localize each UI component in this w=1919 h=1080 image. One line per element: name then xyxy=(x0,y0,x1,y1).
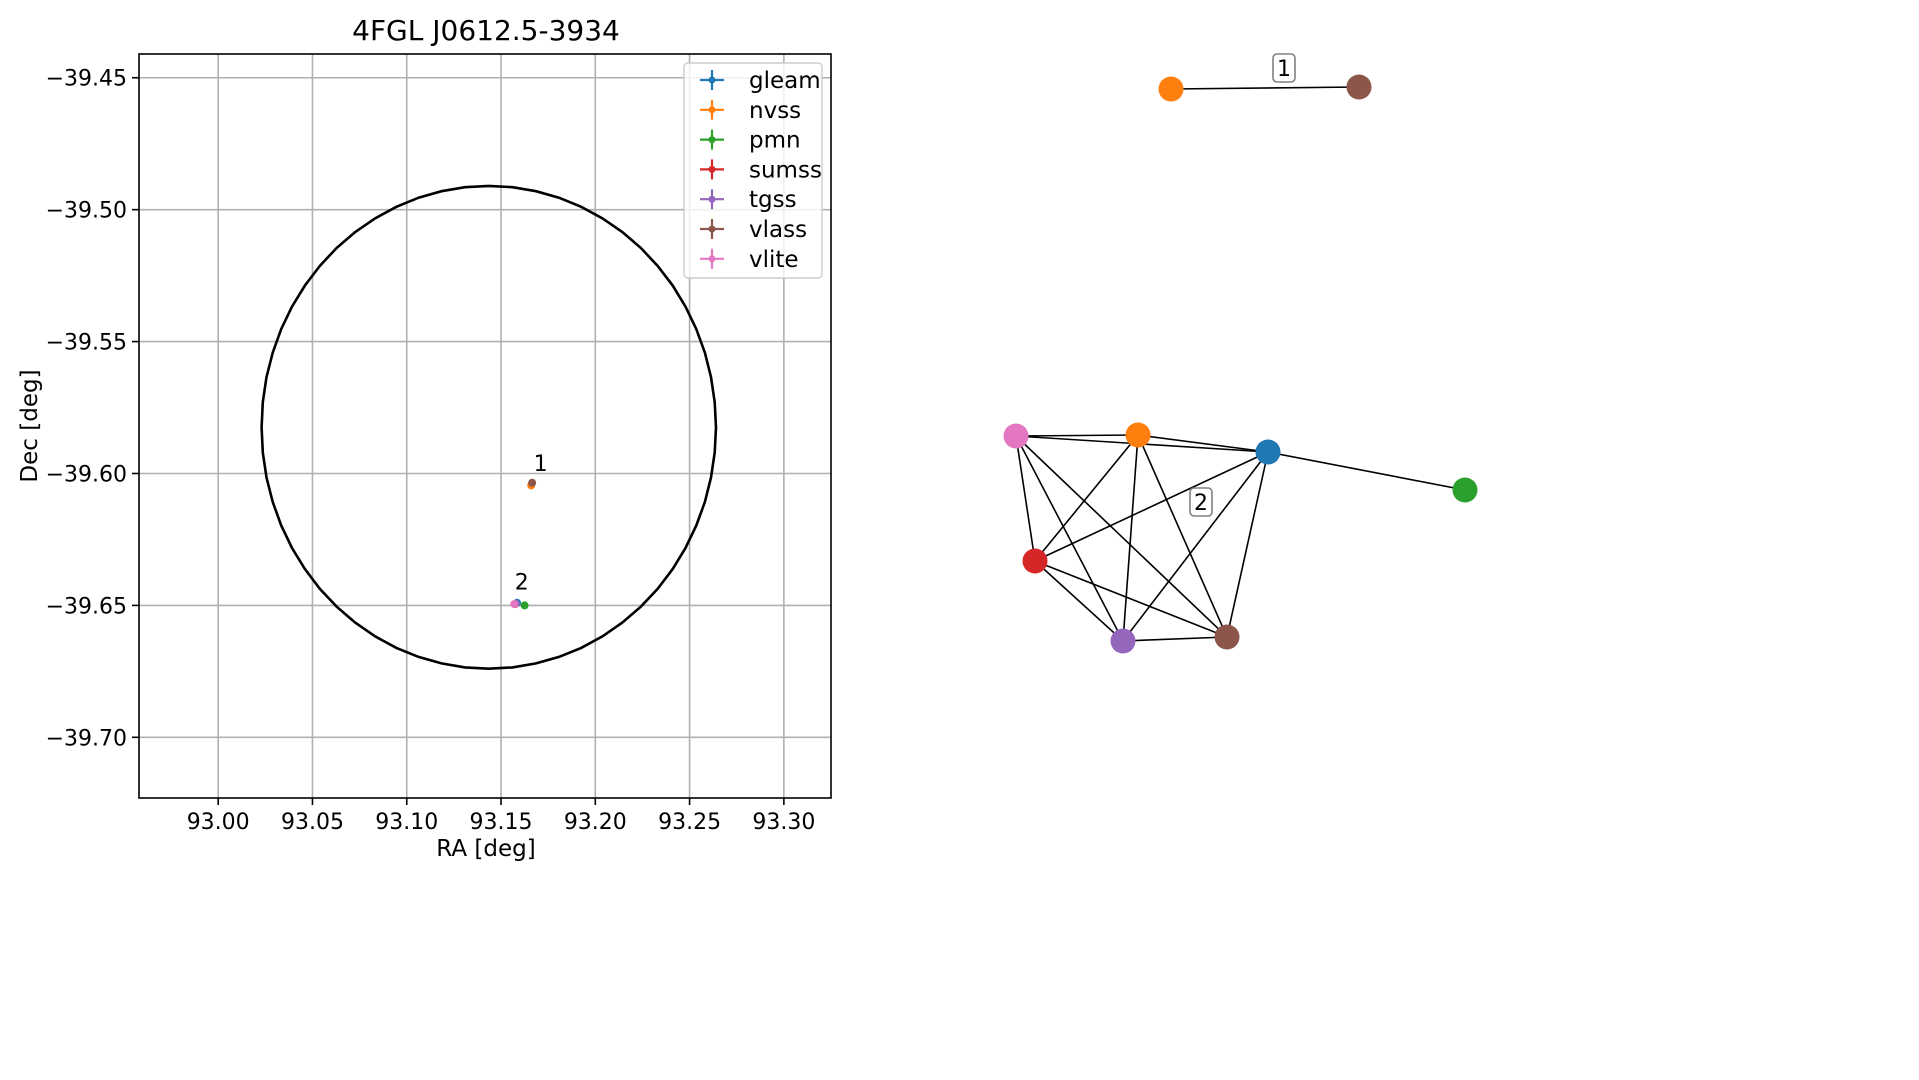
legend-label: pmn xyxy=(749,128,801,154)
legend-label: vlite xyxy=(749,247,799,273)
legend-entry-nvss: nvss xyxy=(700,98,801,124)
graph-edge xyxy=(1034,560,1228,638)
legend-entry-vlass: vlass xyxy=(700,217,807,243)
graph-node-pmn xyxy=(1452,477,1478,503)
data-points xyxy=(510,478,537,610)
association-graph: 12 xyxy=(1003,53,1478,654)
graph-edge xyxy=(1034,560,1124,642)
y-axis-label: Dec [deg] xyxy=(17,369,43,482)
graph-edge xyxy=(1015,435,1036,562)
graph-edge xyxy=(1137,434,1269,453)
legend-marker-dot xyxy=(708,255,716,263)
legend-marker-dot xyxy=(708,195,716,203)
legend-entry-gleam: gleam xyxy=(700,68,821,94)
legend-marker-dot xyxy=(708,136,716,144)
graph-edge xyxy=(1137,434,1228,638)
legend: gleam nvss pmn sumss tgss vlass vlite xyxy=(683,62,823,279)
legend-entry-vlite: vlite xyxy=(700,247,799,273)
graph-node-vlass xyxy=(1346,74,1372,100)
graph-edge xyxy=(1122,451,1269,642)
legend-marker-dot xyxy=(708,165,716,173)
y-tick-label: −39.60 xyxy=(46,462,127,487)
legend-label: nvss xyxy=(749,98,801,124)
annotations: 12 xyxy=(515,452,548,596)
graph-labels: 12 xyxy=(1189,53,1296,517)
graph-node-nvss xyxy=(1125,422,1151,448)
graph-node-nvss xyxy=(1158,76,1184,102)
axes-frame xyxy=(138,53,832,799)
graph-label-box xyxy=(1189,487,1213,517)
graph-label-text: 2 xyxy=(1194,491,1208,516)
legend-marker-dot xyxy=(708,76,716,84)
y-tick-label: −39.45 xyxy=(46,67,127,92)
y-tick-label: −39.55 xyxy=(46,331,127,356)
chart-title: 4FGL J0612.5-3934 xyxy=(352,14,620,47)
graph-label-box xyxy=(1272,53,1296,83)
graph-edge xyxy=(1267,451,1466,491)
graph-group-label: 2 xyxy=(1189,487,1213,517)
legend-label: vlass xyxy=(749,217,807,243)
graph-edge xyxy=(1122,636,1228,642)
legend-marker-dot xyxy=(708,106,716,114)
point-pmn xyxy=(520,601,529,610)
point-vlass xyxy=(528,478,537,487)
legend-label: gleam xyxy=(749,68,821,94)
graph-node-sumss xyxy=(1022,548,1048,574)
graph-edge xyxy=(1015,435,1228,638)
graph-edge xyxy=(1034,434,1139,562)
graph-edges xyxy=(1015,86,1466,642)
x-tick-label: 93.30 xyxy=(752,810,815,835)
x-tick-label: 93.15 xyxy=(470,810,533,835)
point-vlite xyxy=(510,600,519,609)
x-axis-label: RA [deg] xyxy=(436,836,535,862)
axis-ticks: 93.00 93.05 93.10 93.15 93.20 93.25 93.30 −39.4… xyxy=(46,67,816,835)
graph-node-vlite xyxy=(1003,423,1029,449)
graph-nodes xyxy=(1003,74,1478,654)
legend-box xyxy=(683,62,823,279)
graph-edge xyxy=(1034,451,1269,562)
x-tick-label: 93.00 xyxy=(187,810,250,835)
y-tick-label: −39.50 xyxy=(46,199,127,224)
graph-edge xyxy=(1122,434,1139,642)
sky-plot: 4FGL J0612.5-3934 12 93.00 93.05 93.10 93.1… xyxy=(17,14,832,862)
graph-edge xyxy=(1015,435,1124,642)
legend-entry-tgss: tgss xyxy=(700,187,797,213)
legend-label: sumss xyxy=(749,157,822,183)
group-annotation: 2 xyxy=(515,571,529,596)
error-ellipse-outline xyxy=(260,184,718,671)
x-tick-label: 93.05 xyxy=(281,810,344,835)
x-tick-label: 93.25 xyxy=(658,810,721,835)
group-annotation: 1 xyxy=(534,452,548,477)
legend-label: tgss xyxy=(749,187,797,213)
graph-group-label: 1 xyxy=(1272,53,1296,83)
legend-marker-dot xyxy=(708,225,716,233)
legend-entry-pmn: pmn xyxy=(700,128,801,154)
y-tick-label: −39.70 xyxy=(46,726,127,751)
x-tick-label: 93.10 xyxy=(375,810,438,835)
y-tick-label: −39.65 xyxy=(46,594,127,619)
legend-entry-sumss: sumss xyxy=(700,157,822,183)
graph-node-tgss xyxy=(1110,628,1136,654)
graph-label-text: 1 xyxy=(1277,57,1291,82)
graph-edge xyxy=(1170,86,1360,90)
graph-edge xyxy=(1015,434,1139,437)
x-tick-label: 93.20 xyxy=(564,810,627,835)
graph-node-vlass xyxy=(1214,624,1240,650)
graph-edge xyxy=(1226,451,1269,638)
error-ellipse xyxy=(260,184,718,671)
graph-node-gleam xyxy=(1255,439,1281,465)
